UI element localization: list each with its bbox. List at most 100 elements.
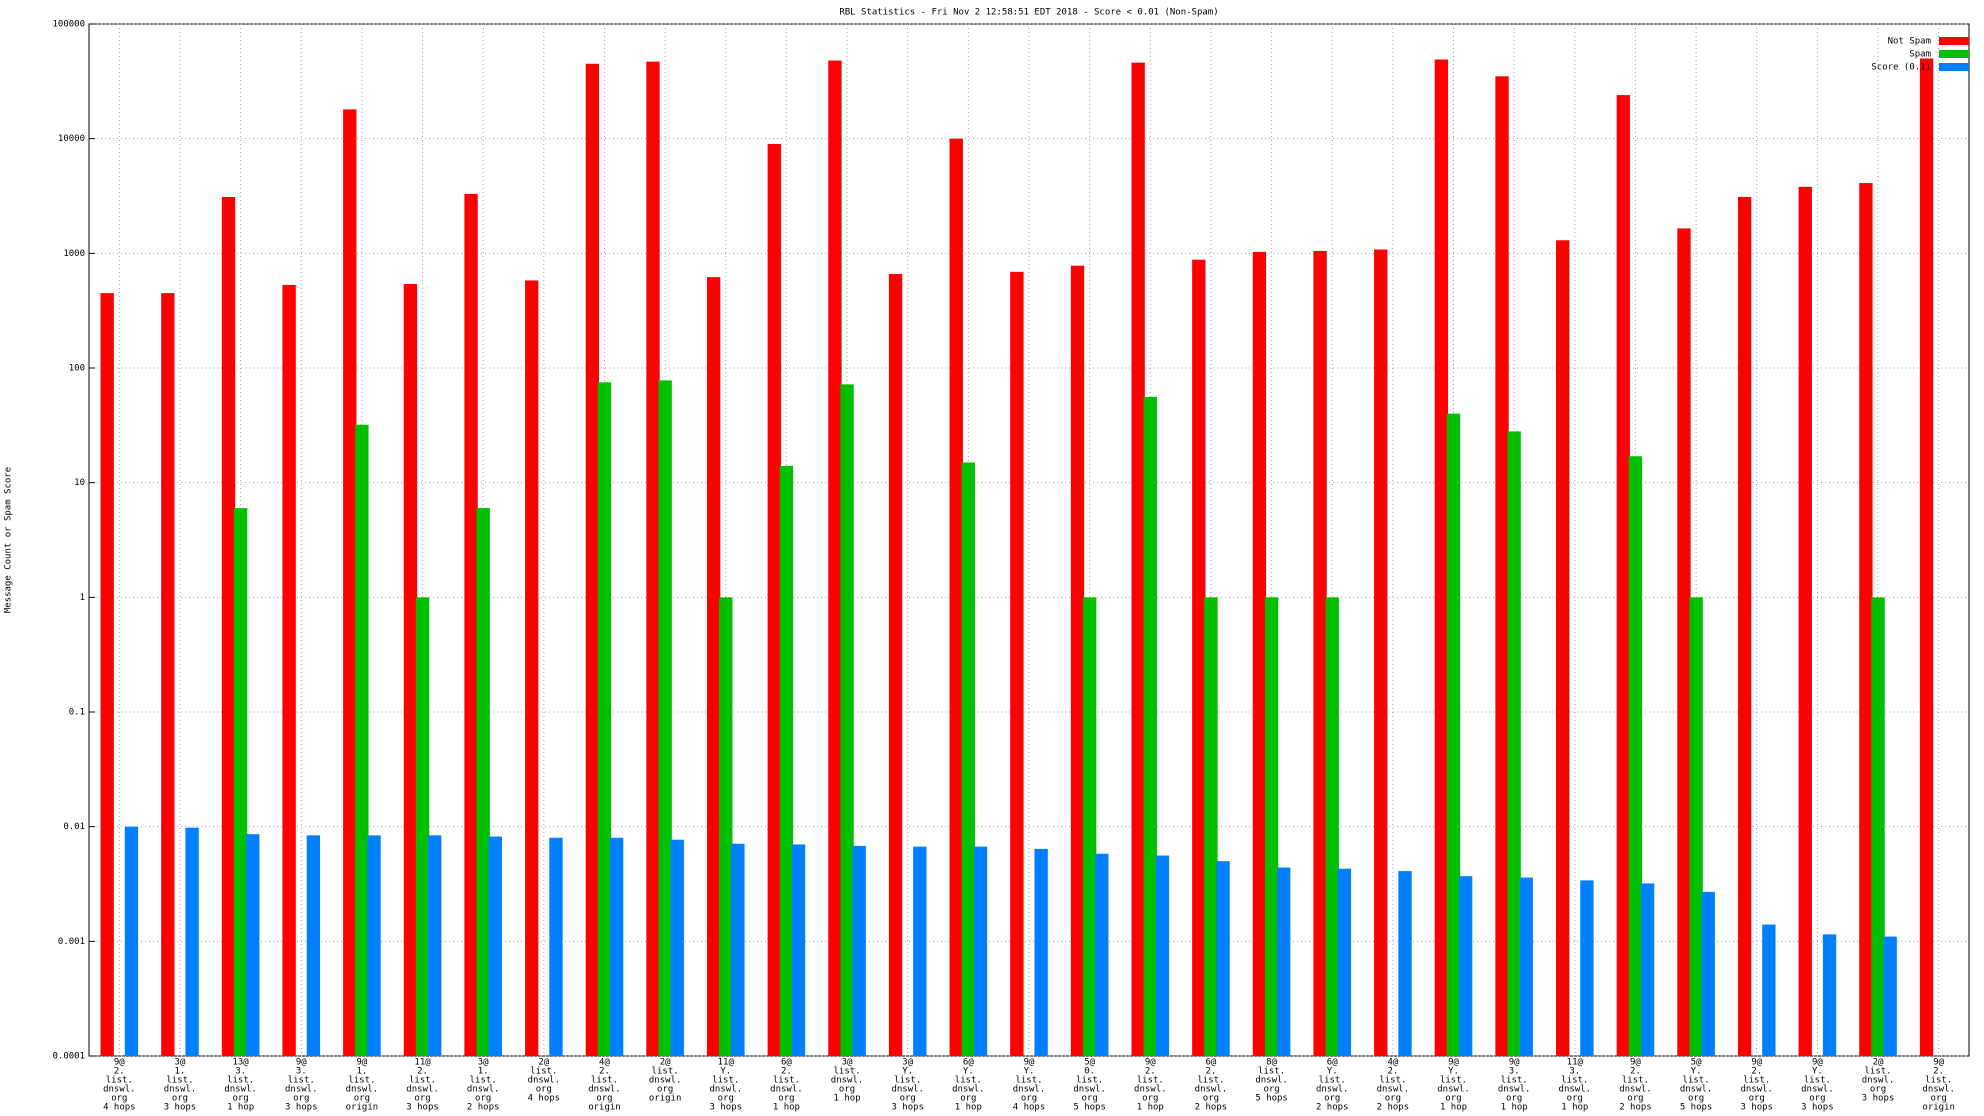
x-tick-label: list.	[288, 1076, 315, 1086]
x-tick-label: list.	[106, 1076, 133, 1086]
legend-label: Not Spam	[1888, 37, 1931, 47]
bar	[1434, 59, 1449, 1057]
x-tick-label: Y.	[1327, 1067, 1338, 1077]
x-tick-label: list.	[1197, 1076, 1224, 1086]
x-tick-label: origin	[649, 1094, 682, 1104]
bar	[670, 839, 684, 1056]
x-tick-label: dnswl.	[891, 1085, 924, 1095]
x-tick-label: list.	[1076, 1076, 1103, 1086]
x-tick-label: list.	[773, 1076, 800, 1086]
bar	[1192, 259, 1206, 1056]
x-tick-label: list.	[955, 1076, 982, 1086]
x-tick-label: 2 hops	[467, 1103, 500, 1113]
x-tick-label: list.	[470, 1076, 497, 1086]
x-tick-label: dnswl.	[1740, 1085, 1773, 1095]
x-tick-label: list.	[530, 1067, 557, 1077]
bar	[973, 846, 988, 1056]
chart-title: RBL Statistics - Fri Nov 2 12:58:51 EDT …	[839, 8, 1218, 18]
x-tick-label: dnswl.	[588, 1085, 621, 1095]
x-tick-label: 1.	[175, 1067, 186, 1077]
x-tick-label: org	[1567, 1094, 1583, 1104]
y-tick-label: 0.01	[63, 822, 85, 832]
y-tick-label: 1000	[63, 249, 85, 259]
x-tick-label: 4 hops	[528, 1094, 561, 1104]
x-tick-label: org	[475, 1094, 491, 1104]
bar	[1446, 413, 1461, 1056]
bar	[1131, 62, 1145, 1057]
x-tick-label: org	[354, 1094, 370, 1104]
x-tick-label: list.	[712, 1076, 739, 1086]
x-tick-label: org	[1082, 1094, 1098, 1104]
x-tick-label: 3 hops	[164, 1103, 197, 1113]
bar	[1871, 597, 1885, 1056]
bar	[840, 384, 854, 1056]
x-tick-label: org	[1021, 1094, 1037, 1104]
x-tick-label: list.	[1379, 1076, 1406, 1086]
bar	[1677, 228, 1691, 1057]
x-tick-label: list.	[1683, 1076, 1710, 1086]
y-tick-label: 100000	[52, 20, 85, 30]
bar	[355, 424, 369, 1056]
x-tick-label: dnswl.	[1559, 1085, 1592, 1095]
bar	[1204, 597, 1218, 1056]
bar	[1264, 597, 1279, 1056]
x-tick-label: 1 hop	[955, 1103, 982, 1113]
bar	[1010, 271, 1024, 1056]
bar	[367, 835, 381, 1056]
bar	[1519, 877, 1533, 1056]
x-tick-label: 2 hops	[1316, 1103, 1349, 1113]
y-tick-label: 1	[80, 593, 85, 603]
x-tick-label: 9@	[1933, 1058, 1944, 1068]
legend-swatch	[1939, 63, 1969, 71]
x-tick-label: list.	[1925, 1076, 1952, 1086]
x-tick-label: org	[1809, 1094, 1825, 1104]
x-tick-label: 3@	[902, 1058, 913, 1068]
bar	[233, 508, 248, 1056]
x-tick-label: 1 hop	[834, 1094, 861, 1104]
legend-label: Score (0.1)	[1871, 63, 1931, 73]
x-tick-label: 3.	[235, 1067, 246, 1077]
bar	[1216, 861, 1230, 1056]
x-tick-label: 1 hop	[773, 1103, 800, 1113]
x-tick-label: dnswl.	[1013, 1085, 1046, 1095]
bar	[488, 836, 502, 1056]
x-tick-label: org	[232, 1094, 248, 1104]
bar	[828, 60, 842, 1056]
x-tick-label: dnswl.	[1619, 1085, 1652, 1095]
x-tick-label: org	[900, 1094, 916, 1104]
x-tick-label: 3 hops	[891, 1103, 924, 1113]
x-tick-label: 5 hops	[1073, 1103, 1106, 1113]
bar	[719, 597, 733, 1056]
x-tick-label: org	[1324, 1094, 1340, 1104]
x-tick-label: 3@	[842, 1058, 853, 1068]
x-tick-label: 6@	[963, 1058, 974, 1068]
x-tick-label: Y.	[720, 1067, 731, 1077]
y-tick-label: 0.1	[69, 708, 85, 718]
bar	[221, 196, 236, 1056]
bar	[1822, 934, 1837, 1056]
x-tick-label: org	[293, 1094, 309, 1104]
bar	[913, 846, 927, 1056]
bar	[779, 465, 794, 1056]
bar	[1143, 396, 1157, 1056]
bar	[1458, 876, 1473, 1056]
x-tick-label: dnswl.	[1922, 1085, 1955, 1095]
x-tick-label: org	[1688, 1094, 1704, 1104]
x-tick-label: dnswl.	[770, 1085, 803, 1095]
bar	[464, 193, 478, 1056]
x-tick-label: 9@	[1509, 1058, 1520, 1068]
x-tick-label: 9@	[1024, 1058, 1035, 1068]
x-tick-label: list.	[1622, 1076, 1649, 1086]
bar	[585, 63, 600, 1057]
x-tick-label: org	[1203, 1094, 1219, 1104]
x-tick-label: org	[1263, 1085, 1279, 1095]
x-tick-label: 2.	[1933, 1067, 1944, 1077]
x-tick-label: 2@	[538, 1058, 549, 1068]
x-tick-label: dnswl.	[1437, 1085, 1470, 1095]
x-tick-label: dnswl.	[1680, 1085, 1713, 1095]
bar	[1556, 240, 1570, 1056]
x-tick-label: list.	[1804, 1076, 1831, 1086]
x-tick-label: 5 hops	[1255, 1094, 1288, 1104]
legend-swatch	[1939, 37, 1969, 45]
x-tick-label: 2.	[417, 1067, 428, 1077]
